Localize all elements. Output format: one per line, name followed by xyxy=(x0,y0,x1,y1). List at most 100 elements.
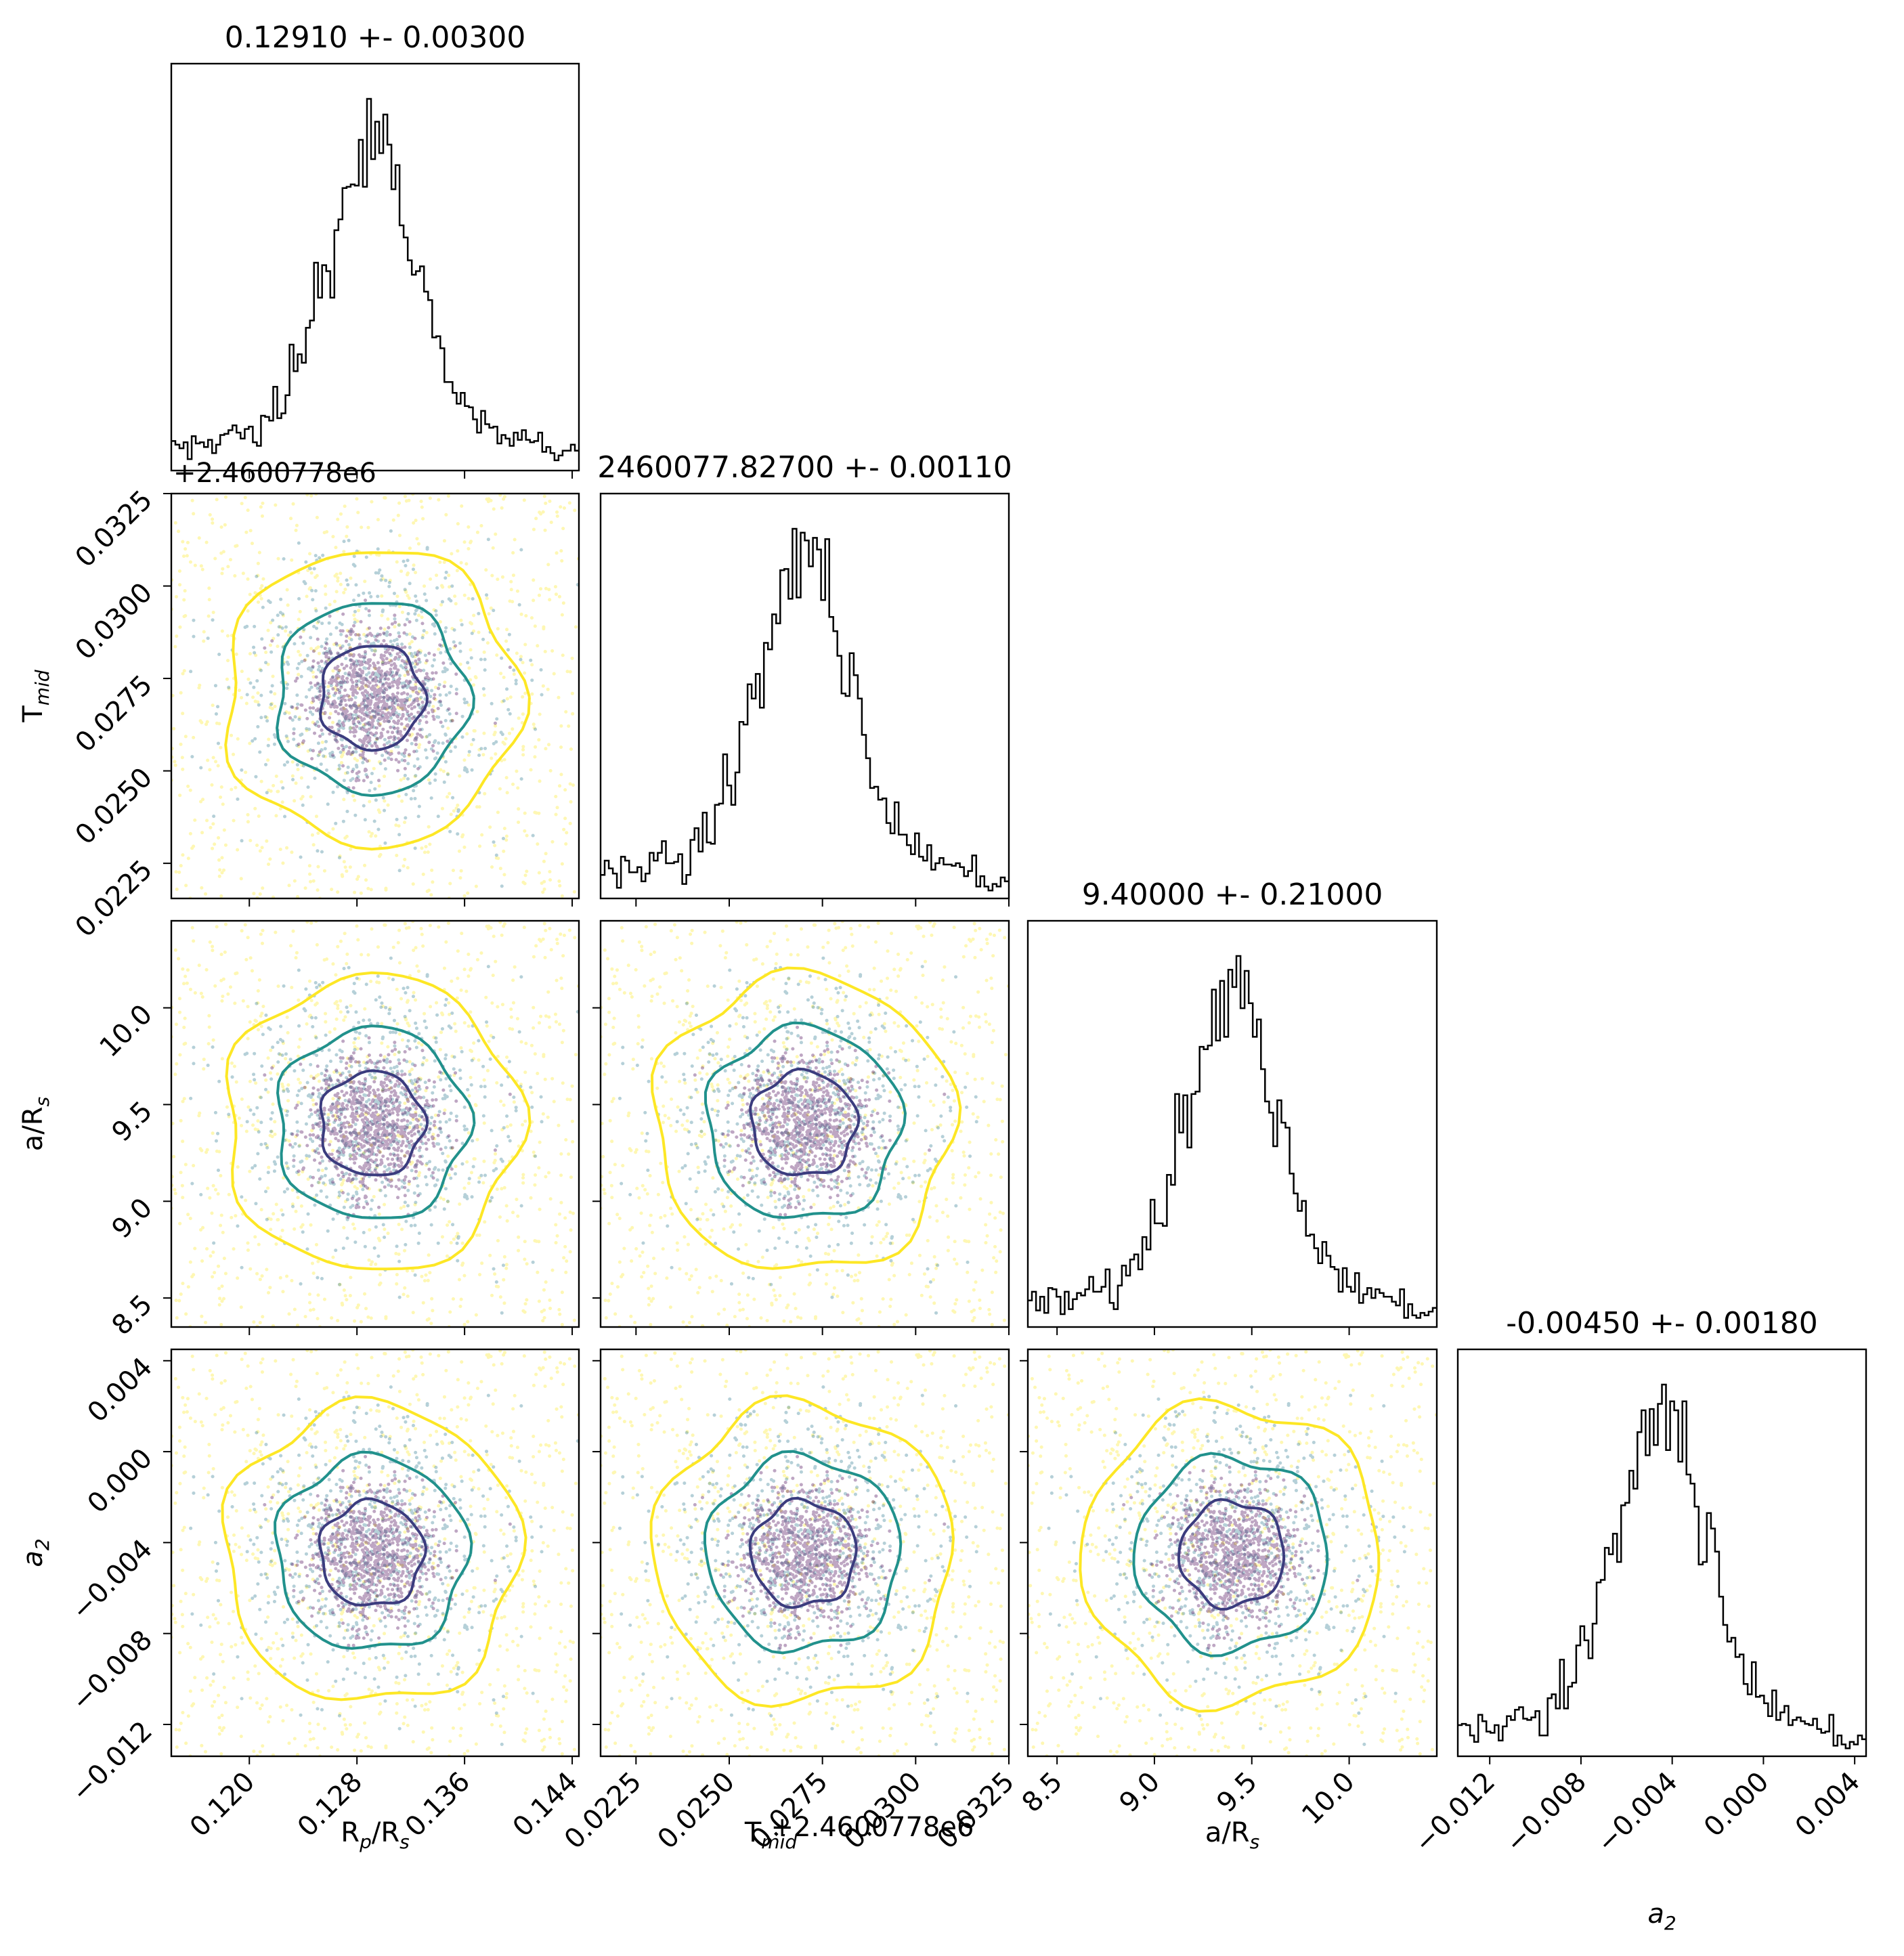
y-tick-label-tmid: 0.0275 xyxy=(70,670,158,758)
hist-frame-tmid xyxy=(599,492,1010,900)
contour-level-1 xyxy=(704,1450,903,1655)
x-tick-label-tmid: 0.0250 xyxy=(652,1766,741,1855)
scatter-panel-rp-ars xyxy=(163,919,580,1335)
scatter-frame xyxy=(170,1348,580,1758)
scatter-frame xyxy=(170,919,580,1328)
contour-level-2 xyxy=(319,1069,429,1177)
y-axis-label-a2: a2 xyxy=(18,1538,53,1567)
contour-level-2 xyxy=(318,1497,428,1607)
hist-title-ars: 9.40000 +- 0.21000 xyxy=(1082,877,1383,912)
hist-panel-rp: 0.12910 +- 0.00300 xyxy=(170,20,580,479)
y-tick-label-tmid: 0.0250 xyxy=(70,762,158,850)
hist-panel-a2: -0.00450 +- 0.00180 xyxy=(1456,1306,1867,1764)
y-tick-label-a2: −0.008 xyxy=(66,1624,158,1717)
scatter-point-group-2 xyxy=(263,1455,512,1650)
scatter-point-group-1 xyxy=(1047,1385,1406,1746)
y-tick-label-ars: 9.5 xyxy=(106,1095,159,1148)
hist-line-tmid xyxy=(601,527,1009,892)
scatter-panel-tmid-ars xyxy=(592,919,1010,1335)
x-tick-label-ars: 9.5 xyxy=(1211,1766,1263,1819)
scatter-frame xyxy=(170,492,580,900)
scatter-point-group-0 xyxy=(171,1349,579,1756)
x-offset-label-tmid: +2.4600778e6 xyxy=(771,1812,974,1843)
scatter-points xyxy=(601,1349,1009,1756)
y-tick-label-a2: 0.004 xyxy=(82,1351,159,1429)
y-tick-label-a2: 0.000 xyxy=(82,1443,159,1520)
contour-level-2 xyxy=(319,645,429,752)
hist-title-rp: 0.12910 +- 0.00300 xyxy=(225,20,526,55)
scatter-point-group-0 xyxy=(171,921,579,1327)
contour-level-1 xyxy=(1132,1452,1329,1657)
hist-frame-a2 xyxy=(1456,1348,1867,1758)
x-axis-label-tmid: Tmid xyxy=(744,1817,797,1853)
contour-level-0 xyxy=(650,966,962,1270)
scatter-point-group-1 xyxy=(189,529,579,888)
hist-line-ars xyxy=(1028,955,1437,1319)
scatter-panel-rp-tmid xyxy=(163,492,580,907)
hist-panel-ars: 9.40000 +- 0.21000 xyxy=(1026,877,1438,1335)
contour-level-0 xyxy=(225,971,532,1271)
y-offset-label-tmid: +2.4600778e6 xyxy=(173,458,376,489)
scatter-points xyxy=(171,921,579,1327)
x-tick-label-rp: 0.120 xyxy=(184,1766,261,1844)
scatter-point-group-2 xyxy=(1122,1455,1375,1650)
contour-level-1 xyxy=(276,1024,476,1219)
y-tick-label-tmid: 0.0325 xyxy=(70,485,158,573)
x-tick-label-rp: 0.136 xyxy=(399,1766,477,1844)
x-axis-label-ars: a/Rs xyxy=(1205,1817,1259,1853)
scatter-panel-ars-a2 xyxy=(1020,1348,1438,1764)
scatter-frame xyxy=(1026,1348,1438,1758)
contour-level-0 xyxy=(1079,1397,1381,1713)
scatter-point-group-1 xyxy=(189,956,579,1315)
y-axis-label-tmid: Tmid xyxy=(18,670,53,722)
scatter-panel-rp-a2 xyxy=(163,1348,580,1764)
scatter-panel-tmid-a2 xyxy=(592,1348,1010,1764)
scatter-frame xyxy=(599,1348,1010,1758)
contour-level-1 xyxy=(276,602,475,798)
hist-frame-ars xyxy=(1026,919,1438,1328)
hist-title-a2: -0.00450 +- 0.00180 xyxy=(1506,1306,1818,1341)
scatter-point-group-2 xyxy=(693,1455,947,1650)
x-axis-label-rp: Rp/Rs xyxy=(341,1817,409,1853)
contour-level-0 xyxy=(221,1395,527,1701)
scatter-points xyxy=(1028,1349,1437,1756)
hist-panel-tmid: 2460077.82700 +- 0.00110 xyxy=(597,450,1012,907)
hist-line-rp xyxy=(171,97,579,462)
x-tick-label-a2: −0.008 xyxy=(1500,1766,1593,1859)
y-axis-label-ars: a/Rs xyxy=(18,1097,53,1151)
scatter-points xyxy=(171,1349,579,1756)
scatter-frame xyxy=(599,919,1010,1328)
hist-title-tmid: 2460077.82700 +- 0.00110 xyxy=(597,450,1012,485)
scatter-points xyxy=(171,494,579,898)
scatter-point-group-1 xyxy=(618,956,978,1315)
scatter-point-group-2 xyxy=(263,599,512,792)
contour-level-2 xyxy=(749,1067,861,1177)
contour-level-2 xyxy=(748,1496,858,1609)
y-tick-label-tmid: 0.0225 xyxy=(70,854,158,943)
scatter-point-group-2 xyxy=(263,1025,512,1219)
x-tick-label-a2: −0.004 xyxy=(1591,1766,1684,1859)
hist-line-a2 xyxy=(1458,1383,1866,1749)
x-tick-label-ars: 9.0 xyxy=(1114,1766,1167,1819)
y-tick-label-ars: 8.5 xyxy=(106,1289,159,1342)
x-tick-label-ars: 8.5 xyxy=(1016,1766,1069,1819)
hist-frame-rp xyxy=(170,62,580,472)
x-axis-label-a2: a2 xyxy=(1647,1898,1676,1934)
y-tick-label-ars: 9.0 xyxy=(106,1192,159,1245)
x-tick-label-a2: 0.000 xyxy=(1698,1766,1775,1844)
x-tick-label-a2: 0.004 xyxy=(1790,1766,1867,1844)
contour-level-1 xyxy=(274,1450,473,1650)
scatter-point-group-2 xyxy=(693,1025,947,1219)
contour-level-0 xyxy=(649,1394,955,1708)
y-tick-label-ars: 10.0 xyxy=(94,999,159,1064)
contour-level-0 xyxy=(224,551,531,851)
x-tick-label-ars: 10.0 xyxy=(1296,1766,1361,1831)
contour-level-1 xyxy=(704,1021,907,1219)
contour-level-2 xyxy=(1177,1498,1286,1611)
y-tick-label-a2: −0.012 xyxy=(66,1716,158,1808)
y-tick-label-a2: −0.004 xyxy=(66,1534,158,1626)
x-tick-label-a2: −0.012 xyxy=(1408,1766,1501,1859)
